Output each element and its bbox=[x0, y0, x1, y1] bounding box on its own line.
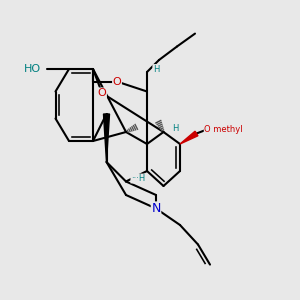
Text: O: O bbox=[98, 88, 106, 98]
Text: O methyl: O methyl bbox=[204, 125, 243, 134]
Text: HO: HO bbox=[24, 64, 41, 74]
Text: ···H: ···H bbox=[131, 174, 145, 183]
Text: O: O bbox=[112, 76, 122, 87]
Polygon shape bbox=[180, 131, 198, 144]
Text: N: N bbox=[151, 202, 161, 215]
Text: H: H bbox=[153, 64, 159, 74]
Text: H: H bbox=[172, 124, 179, 134]
Polygon shape bbox=[103, 114, 109, 162]
